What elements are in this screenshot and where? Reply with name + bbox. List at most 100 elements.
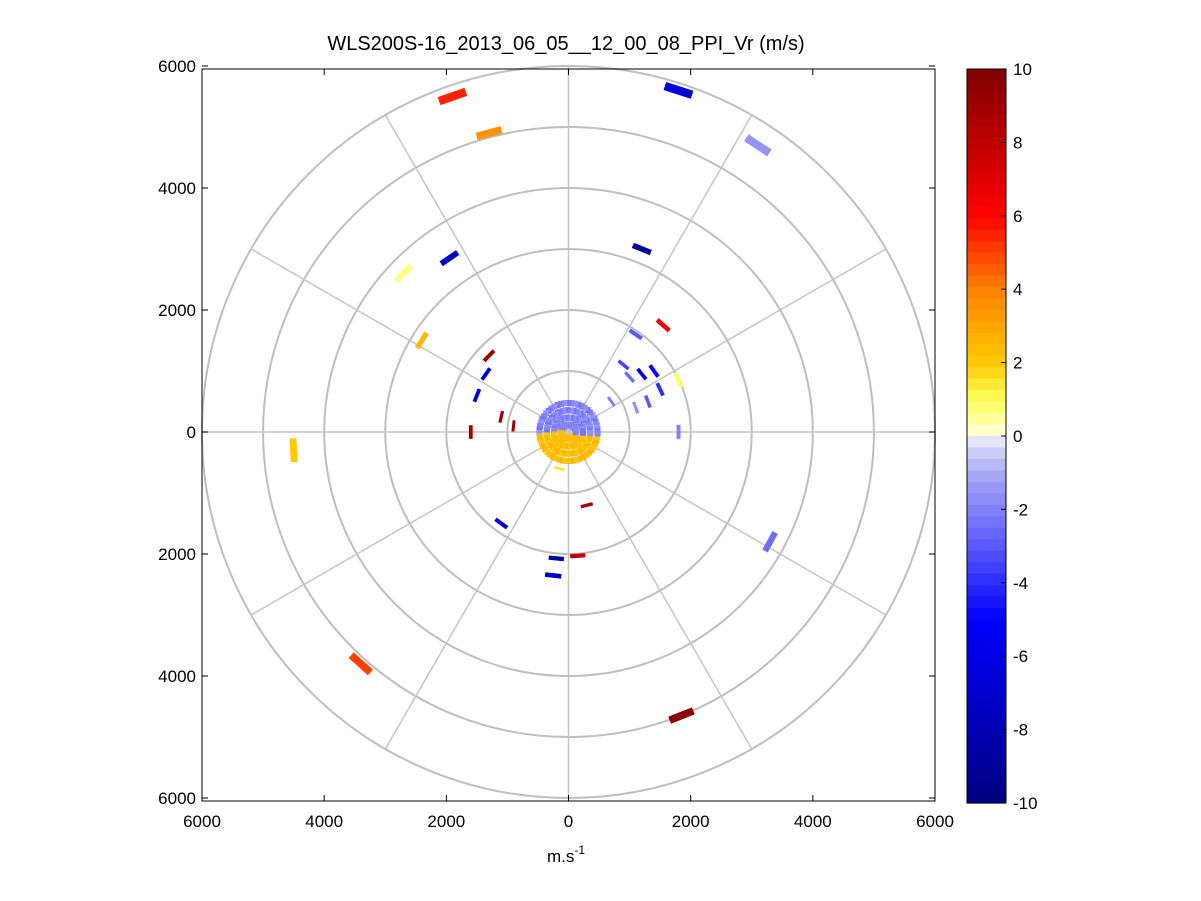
velocity-cell — [480, 367, 492, 381]
colorbar-band — [967, 791, 1006, 804]
core-echo-cell — [536, 426, 543, 433]
core-echo-cell — [538, 440, 545, 447]
colorbar-band — [967, 413, 1006, 426]
colorbar-band — [967, 596, 1006, 609]
velocity-cell — [544, 572, 562, 579]
colorbar-band — [967, 401, 1006, 414]
core-echo-cell — [564, 399, 571, 406]
core-echo-cell — [553, 455, 560, 462]
core-echo-cell — [550, 453, 557, 460]
core-echo-cell — [587, 430, 594, 437]
core-echo-cell — [577, 455, 584, 462]
colorbar-tick-label: -6 — [1013, 647, 1028, 666]
y-tick-label: 6000 — [158, 57, 196, 76]
colorbar-band — [967, 378, 1006, 391]
colorbar-tick-label: -4 — [1013, 574, 1028, 593]
plot-area: 6000 4000 2000 0 2000 4000 6000 6000 4000 2000 0 2… — [158, 57, 954, 831]
core-echo-cell — [537, 419, 544, 426]
core-echo-cell — [536, 430, 543, 437]
colorbar-band — [967, 734, 1006, 747]
colorbar-band — [967, 424, 1006, 437]
core-echo-cell — [578, 403, 585, 410]
x-axis-label: m.s-1 — [547, 843, 585, 866]
core-echo-cell — [536, 433, 543, 440]
velocity-cell — [632, 401, 640, 414]
colorbar-band — [967, 241, 1006, 254]
colorbar-band — [967, 263, 1006, 277]
colorbar-band — [967, 665, 1006, 678]
colorbar-band — [967, 562, 1006, 575]
velocity-cell — [570, 553, 586, 559]
colorbar-band — [967, 653, 1006, 666]
velocity-cell — [580, 502, 594, 509]
y-tick-label: 2000 — [158, 545, 196, 564]
velocity-cell — [655, 318, 671, 333]
velocity-cell — [676, 424, 681, 440]
colorbar-ticks: 10 8 6 4 2 0 -2 -4 -6 -8 -10 — [1001, 60, 1038, 813]
colorbar-band — [967, 780, 1006, 793]
x-tick-label: 6000 — [916, 812, 954, 831]
chart-title: WLS200S-16_2013_06_05__12_00_08_PPI_Vr (… — [327, 33, 804, 55]
core-echo-cell — [554, 402, 561, 409]
x-tick-label: 2000 — [427, 812, 465, 831]
colorbar-band — [967, 585, 1006, 598]
colorbar-tick-label: 6 — [1013, 207, 1022, 226]
colorbar-band — [967, 160, 1006, 173]
colorbar-band — [967, 630, 1006, 644]
core-echo-cell — [592, 418, 599, 425]
colorbar-band — [967, 699, 1006, 712]
colorbar-band — [967, 321, 1006, 334]
colorbar-band — [967, 722, 1006, 735]
velocity-cell — [554, 466, 565, 472]
core-echo-cell — [590, 443, 597, 450]
core-echo-cell — [574, 456, 581, 463]
azimuth-spoke — [567, 114, 753, 433]
colorbar-band — [967, 218, 1006, 231]
y-tick-label: 4000 — [158, 179, 196, 198]
colorbar-tick-label: 0 — [1013, 427, 1022, 446]
colorbar-band — [967, 516, 1006, 529]
core-echo-cell — [594, 425, 601, 432]
colorbar-band — [967, 676, 1006, 689]
core-echo-cell — [568, 400, 575, 407]
velocity-cell — [511, 420, 516, 432]
core-echo-cell — [572, 429, 579, 436]
core-echo-cell — [594, 434, 601, 441]
x-axis-label-superscript: -1 — [574, 843, 585, 857]
colorbar-band — [967, 149, 1006, 162]
azimuth-spoke — [384, 114, 570, 433]
colorbar-band — [967, 355, 1006, 368]
velocity-cell — [631, 242, 652, 256]
colorbar-band — [967, 390, 1006, 403]
core-echo-cell — [537, 422, 544, 429]
colorbar-band — [967, 711, 1006, 724]
colorbar-band — [967, 183, 1006, 196]
colorbar-tick-label: 4 — [1013, 280, 1022, 299]
colorbar-band — [967, 757, 1006, 770]
colorbar-band — [967, 229, 1006, 242]
colorbar-band — [967, 103, 1006, 116]
colorbar-band — [967, 539, 1006, 552]
y-tick-label: 6000 — [158, 789, 196, 808]
core-echo-cell — [567, 458, 574, 465]
core-echo-cell — [541, 413, 548, 420]
colorbar-band — [967, 91, 1006, 105]
core-echo-cell — [539, 416, 546, 423]
velocity-cell — [606, 396, 616, 407]
velocity-cell — [482, 349, 496, 363]
velocity-cell — [655, 382, 665, 397]
x-tick-label: 2000 — [672, 812, 710, 831]
core-echo-cell — [581, 404, 588, 411]
velocity-cell — [494, 517, 509, 530]
x-tick-label: 0 — [564, 812, 573, 831]
y-tick-label: 4000 — [158, 667, 196, 686]
colorbar-band — [967, 619, 1006, 632]
azimuth-spoke — [384, 431, 570, 750]
colorbar-band — [967, 745, 1006, 758]
velocity-cell — [437, 87, 468, 106]
velocity-cell — [289, 438, 298, 463]
x-tick-label: 4000 — [305, 812, 343, 831]
core-echo-cell — [572, 400, 579, 407]
core-echo-cell — [563, 457, 570, 464]
